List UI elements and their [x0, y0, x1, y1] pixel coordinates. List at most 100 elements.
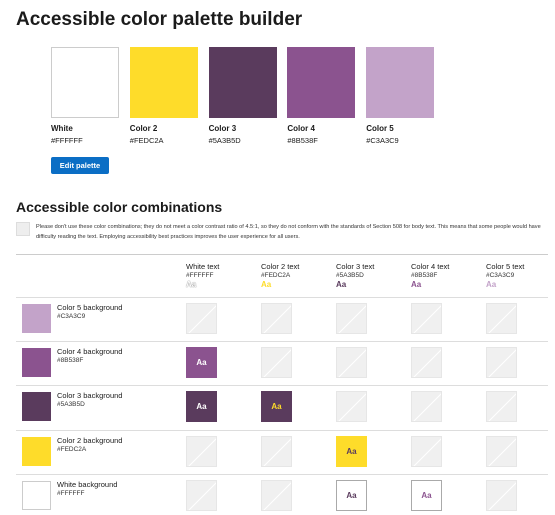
swatch-name: Color 5: [366, 124, 394, 133]
swatch-hex: #FEDC2A: [129, 136, 164, 145]
disabled-cell: [186, 479, 217, 511]
column-name: Color 5 text: [486, 262, 525, 271]
disabled-cell: [336, 303, 367, 334]
cell-slash: [187, 436, 216, 466]
swatch: [51, 47, 119, 118]
swatch-hex: #8B538F: [287, 136, 318, 145]
row-border: [16, 473, 548, 475]
disabled-cell: [186, 435, 217, 467]
column-hex: #FEDC2A: [261, 272, 291, 279]
swatch: [208, 47, 277, 118]
cell-slash: [337, 304, 366, 333]
row-name: White background: [57, 479, 118, 489]
row-name: Color 5 background: [57, 303, 123, 312]
swatch-name: Color 2: [129, 124, 158, 133]
cell-slash: [487, 480, 516, 510]
cell-slash: [412, 436, 441, 466]
sample-cell: Aa: [186, 347, 217, 379]
edit-palette-button[interactable]: Edit palette: [51, 157, 109, 174]
cell-slash: [412, 348, 441, 378]
row-swatch: [22, 392, 51, 422]
swatch-name: Color 4: [287, 124, 315, 133]
row-hex: #FEDC2A: [57, 445, 87, 453]
swatch: [287, 47, 356, 118]
disabled-cell: [486, 435, 517, 467]
cell-slash: [487, 304, 516, 333]
cell-slash: [487, 436, 516, 466]
row-border: [16, 385, 548, 387]
cell-slash: [262, 436, 291, 466]
row-hex: #5A3B5D: [57, 401, 85, 409]
row-swatch: [22, 436, 51, 466]
disabled-cell: [486, 479, 517, 511]
swatch-hex: #5A3B5D: [208, 136, 241, 145]
swatch-name: Color 3: [208, 124, 237, 133]
row-swatch: [22, 304, 51, 333]
disabled-cell: [411, 435, 442, 467]
page-title: Accessible color palette builder: [16, 9, 303, 30]
cell-slash: [262, 348, 291, 378]
row-border: [16, 429, 548, 431]
disabled-cell: [261, 303, 292, 334]
cell-slash: [487, 348, 516, 378]
sample-cell: Aa: [411, 479, 442, 511]
column-sample: Aa: [411, 280, 422, 289]
table-top-border: [16, 254, 548, 255]
column-hex: #5A3B5D: [336, 272, 364, 279]
swatch-hex: #C3A3C9: [366, 136, 399, 145]
row-border: [16, 297, 548, 298]
section-title: Accessible color combinations: [16, 199, 223, 215]
column-sample: Aa: [336, 280, 347, 289]
column-sample: Aa: [261, 280, 272, 289]
column-sample: Aa: [186, 280, 197, 289]
disabled-cell: [336, 347, 367, 379]
column-name: Color 3 text: [336, 262, 375, 271]
disabled-cell: [486, 391, 517, 423]
swatch: [129, 47, 198, 118]
sample-cell: Aa: [336, 435, 367, 467]
row-hex: #8B538F: [57, 357, 84, 365]
row-hex: #FFFFFF: [57, 489, 85, 497]
disabled-cell: [486, 347, 517, 379]
column-name: Color 2 text: [261, 262, 300, 271]
disabled-cell: [186, 303, 217, 334]
disabled-cell: [261, 347, 292, 379]
hide-checkbox[interactable]: [16, 222, 30, 236]
row-name: Color 3 background: [57, 391, 123, 401]
column-name: Color 4 text: [411, 262, 450, 271]
cell-slash: [337, 392, 366, 422]
sample-cell: Aa: [336, 479, 367, 511]
column-sample: Aa: [486, 280, 497, 289]
column-hex: #8B538F: [411, 272, 438, 279]
row-swatch: [22, 348, 51, 378]
note: Please don't use these color combination…: [36, 224, 541, 240]
cell-slash: [412, 304, 441, 333]
cell-slash: [262, 480, 291, 510]
swatch-hex: #FFFFFF: [51, 136, 83, 145]
disabled-cell: [411, 347, 442, 379]
swatch: [366, 47, 435, 118]
cell-slash: [262, 304, 291, 333]
cell-slash: [187, 480, 216, 510]
cell-slash: [187, 304, 216, 333]
disabled-cell: [261, 435, 292, 467]
column-name: White text: [186, 262, 220, 271]
cell-slash: [487, 392, 516, 422]
sample-cell: Aa: [261, 391, 292, 423]
disabled-cell: [411, 391, 442, 423]
cell-slash: [337, 348, 366, 378]
swatch-name: White: [51, 124, 73, 133]
disabled-cell: [486, 303, 517, 334]
row-swatch: [22, 480, 51, 510]
disabled-cell: [261, 479, 292, 511]
row-name: Color 2 background: [57, 435, 123, 445]
row-hex: #C3A3C9: [57, 313, 86, 320]
column-hex: #FFFFFF: [186, 272, 214, 279]
row-border: [16, 341, 548, 343]
sample-cell: Aa: [186, 391, 217, 423]
disabled-cell: [411, 303, 442, 334]
row-name: Color 4 background: [57, 347, 123, 357]
disabled-cell: [336, 391, 367, 423]
column-hex: #C3A3C9: [486, 272, 515, 279]
